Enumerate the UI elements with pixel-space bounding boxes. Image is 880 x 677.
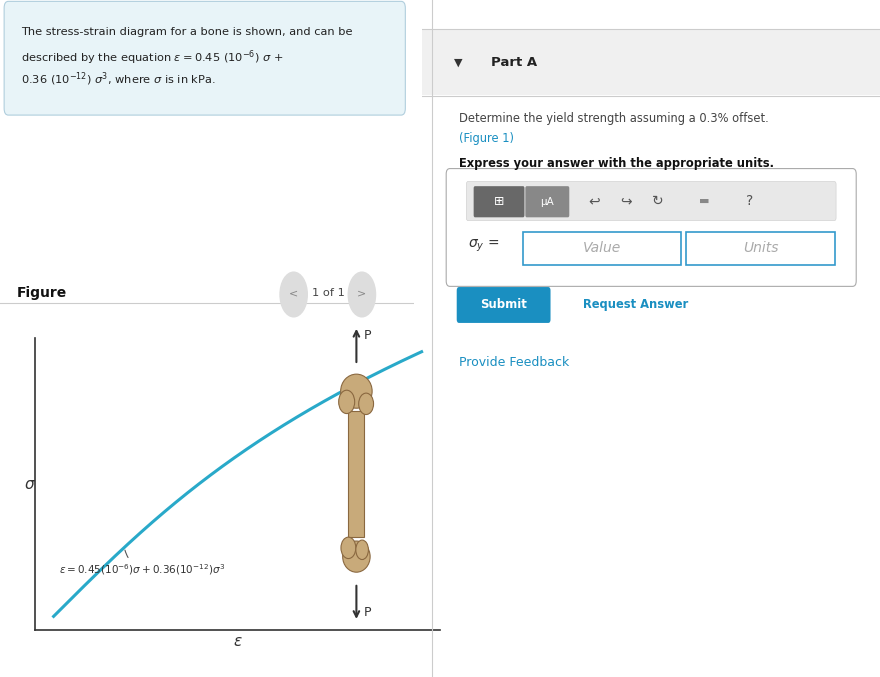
Text: described by the equation $\varepsilon = 0.45\ (10^{-6})\ \sigma$ +: described by the equation $\varepsilon =… [21, 49, 283, 67]
Text: $\sigma_y$ =: $\sigma_y$ = [468, 238, 500, 254]
FancyBboxPatch shape [422, 30, 880, 95]
Text: Figure: Figure [17, 286, 67, 300]
Text: ↻: ↻ [652, 194, 664, 208]
Circle shape [280, 272, 307, 317]
X-axis label: $\epsilon$: $\epsilon$ [232, 634, 243, 649]
Text: >: > [357, 288, 367, 298]
Y-axis label: $\sigma$: $\sigma$ [24, 477, 36, 492]
Text: $0.36\ (10^{-12})\ \sigma^3$, where $\sigma$ is in kPa.: $0.36\ (10^{-12})\ \sigma^3$, where $\si… [21, 70, 216, 88]
Text: (Figure 1): (Figure 1) [459, 132, 514, 145]
Ellipse shape [356, 540, 369, 559]
Ellipse shape [341, 537, 356, 559]
Text: ▼: ▼ [454, 58, 463, 67]
Ellipse shape [341, 374, 372, 408]
Text: Units: Units [743, 242, 778, 255]
FancyBboxPatch shape [4, 1, 406, 115]
Polygon shape [348, 411, 364, 537]
Ellipse shape [342, 541, 370, 572]
Ellipse shape [339, 390, 355, 414]
Circle shape [348, 272, 376, 317]
Ellipse shape [359, 393, 374, 414]
FancyBboxPatch shape [446, 169, 856, 286]
Text: $\epsilon = 0.45(10^{-6})\sigma + 0.36(10^{-12})\sigma^3$: $\epsilon = 0.45(10^{-6})\sigma + 0.36(1… [59, 550, 225, 577]
Text: Provide Feedback: Provide Feedback [459, 355, 569, 369]
FancyBboxPatch shape [457, 287, 551, 323]
Text: ↪: ↪ [620, 194, 632, 208]
FancyBboxPatch shape [466, 181, 836, 221]
Text: ▬: ▬ [699, 196, 709, 206]
Text: Determine the yield strength assuming a 0.3% offset.: Determine the yield strength assuming a … [459, 112, 769, 125]
Text: ?: ? [746, 194, 753, 208]
Text: ↩: ↩ [588, 194, 600, 208]
Text: Submit: Submit [480, 298, 527, 311]
FancyBboxPatch shape [473, 186, 524, 217]
Text: Value: Value [583, 242, 621, 255]
FancyBboxPatch shape [523, 232, 681, 265]
FancyBboxPatch shape [525, 186, 569, 217]
Text: P: P [363, 606, 371, 619]
Text: Request Answer: Request Answer [583, 298, 688, 311]
Text: The stress-strain diagram for a bone is shown, and can be: The stress-strain diagram for a bone is … [21, 27, 352, 37]
Text: ⊞: ⊞ [494, 195, 504, 209]
FancyBboxPatch shape [686, 232, 835, 265]
Text: <: < [289, 288, 298, 298]
Text: 1 of 1: 1 of 1 [312, 288, 345, 298]
Text: Express your answer with the appropriate units.: Express your answer with the appropriate… [459, 157, 774, 170]
Text: P: P [363, 329, 371, 342]
Text: μA: μA [540, 197, 554, 206]
Text: Part A: Part A [491, 56, 537, 69]
